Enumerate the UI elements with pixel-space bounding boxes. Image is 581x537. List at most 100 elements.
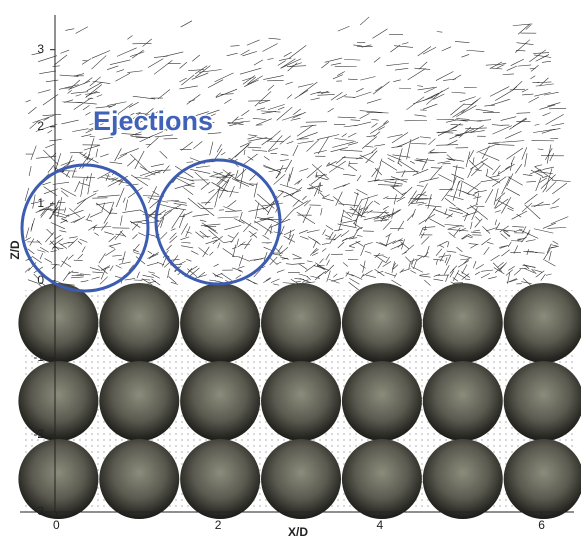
vector bbox=[292, 253, 302, 259]
vector bbox=[476, 143, 498, 153]
vector bbox=[413, 260, 417, 270]
sphere bbox=[341, 361, 422, 441]
vector bbox=[197, 202, 215, 217]
vector bbox=[91, 276, 100, 280]
vector bbox=[69, 80, 91, 90]
vector bbox=[300, 124, 317, 128]
vector bbox=[385, 240, 397, 246]
vector bbox=[204, 224, 219, 234]
vector bbox=[489, 175, 500, 178]
vector bbox=[76, 101, 97, 105]
vector bbox=[330, 91, 343, 101]
vector bbox=[349, 278, 360, 285]
vector bbox=[433, 278, 444, 281]
vector bbox=[337, 71, 345, 76]
vector bbox=[282, 113, 302, 121]
vector bbox=[209, 251, 214, 256]
vector bbox=[62, 271, 71, 282]
vector bbox=[43, 117, 50, 121]
vector bbox=[398, 87, 412, 90]
vector bbox=[543, 166, 554, 170]
vector bbox=[545, 181, 557, 192]
vector bbox=[408, 194, 419, 207]
vector bbox=[269, 226, 273, 235]
vector bbox=[497, 170, 500, 177]
vector bbox=[450, 176, 457, 192]
vector bbox=[467, 236, 473, 239]
sphere bbox=[18, 283, 99, 363]
vector bbox=[88, 123, 104, 131]
vector bbox=[183, 187, 194, 195]
vector bbox=[424, 87, 435, 94]
vector bbox=[54, 238, 64, 245]
vector bbox=[285, 81, 293, 85]
vector bbox=[42, 94, 59, 106]
vector bbox=[490, 254, 500, 261]
vector bbox=[310, 173, 326, 185]
vector bbox=[238, 254, 244, 267]
vector bbox=[232, 267, 242, 272]
vector bbox=[253, 220, 273, 233]
vector bbox=[505, 269, 513, 276]
vector bbox=[328, 278, 340, 284]
sphere bbox=[180, 283, 261, 363]
vector bbox=[212, 235, 223, 245]
vector bbox=[522, 264, 536, 268]
vector bbox=[127, 158, 136, 167]
vector bbox=[448, 209, 464, 215]
vector bbox=[542, 175, 548, 179]
vector bbox=[276, 106, 293, 121]
vector bbox=[522, 93, 534, 96]
vector bbox=[28, 165, 32, 176]
vector bbox=[60, 190, 69, 198]
vector bbox=[547, 102, 561, 107]
vector bbox=[535, 83, 554, 87]
vector bbox=[341, 133, 347, 138]
vector bbox=[67, 90, 72, 94]
vector bbox=[397, 220, 405, 232]
vector bbox=[521, 232, 530, 243]
vector bbox=[421, 236, 430, 245]
vector bbox=[350, 206, 363, 217]
vector bbox=[217, 189, 239, 193]
vector bbox=[534, 164, 543, 167]
vector bbox=[235, 169, 239, 179]
vector bbox=[256, 107, 266, 111]
vector bbox=[461, 264, 468, 274]
vector bbox=[209, 172, 223, 177]
vector bbox=[444, 208, 448, 215]
vector bbox=[464, 278, 471, 280]
vector bbox=[122, 209, 141, 213]
y-tick-label: 1 bbox=[37, 196, 44, 210]
vector bbox=[542, 112, 551, 117]
vector bbox=[365, 242, 373, 245]
sphere bbox=[341, 283, 422, 363]
vector bbox=[186, 94, 201, 105]
vector bbox=[377, 260, 383, 269]
vector bbox=[37, 89, 51, 94]
vector bbox=[122, 251, 126, 263]
vector bbox=[521, 88, 529, 93]
vector bbox=[212, 272, 219, 278]
vector bbox=[394, 45, 414, 48]
vector bbox=[452, 277, 459, 282]
vector bbox=[58, 84, 79, 90]
vector bbox=[438, 254, 451, 258]
vector bbox=[344, 58, 361, 61]
vector bbox=[276, 165, 284, 179]
vector bbox=[275, 172, 281, 179]
vector bbox=[85, 112, 91, 116]
vector bbox=[276, 269, 285, 273]
vector bbox=[165, 122, 180, 131]
vector bbox=[381, 160, 398, 171]
vector bbox=[270, 278, 280, 283]
vector bbox=[35, 208, 45, 213]
vector bbox=[494, 210, 501, 213]
x-tick-label: 0 bbox=[53, 518, 60, 532]
vector bbox=[358, 207, 364, 211]
vector bbox=[513, 269, 521, 276]
vector bbox=[268, 37, 281, 40]
vector bbox=[453, 227, 461, 237]
vector bbox=[384, 180, 403, 185]
vector bbox=[169, 235, 178, 244]
